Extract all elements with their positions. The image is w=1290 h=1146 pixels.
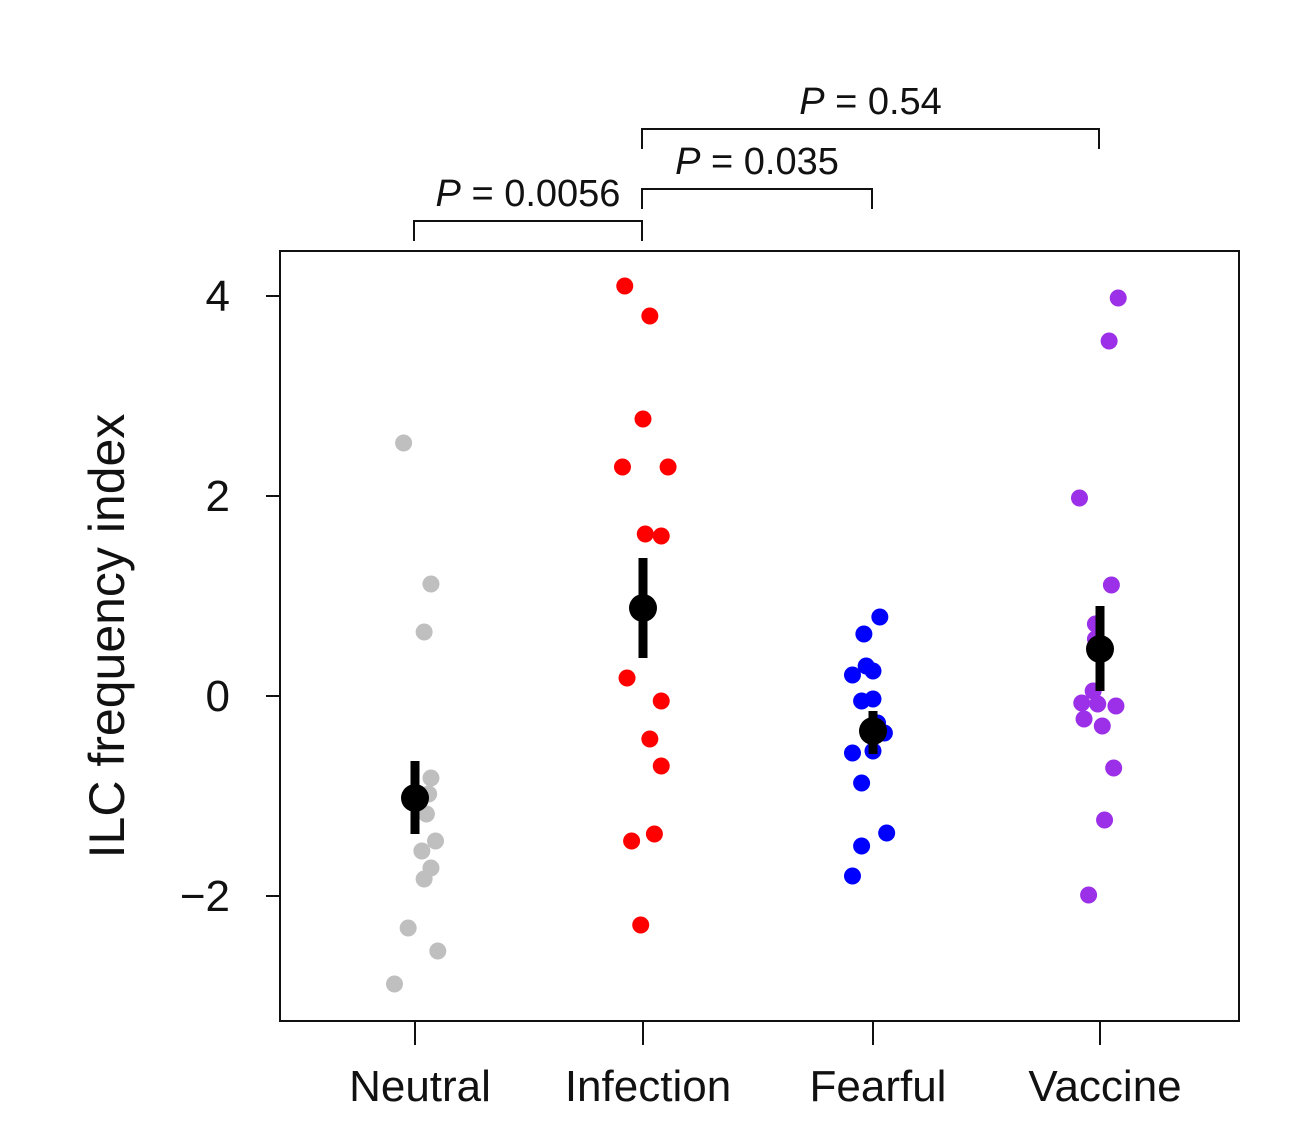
- data-point-fearful: [843, 744, 861, 762]
- data-point-infection: [623, 832, 641, 850]
- y-axis: −2 0 2 4: [180, 272, 280, 921]
- data-point-vaccine: [1096, 811, 1114, 829]
- p-value-label: P = 0.035: [675, 141, 839, 183]
- p-value: = 0.54: [825, 81, 942, 123]
- mean-marker-neutral: [401, 784, 429, 812]
- data-point-infection: [634, 410, 652, 428]
- x-tick-label-neutral: Neutral: [349, 1062, 491, 1111]
- p-symbol: P: [436, 173, 462, 215]
- data-point-infection: [652, 757, 670, 775]
- data-point-neutral: [395, 434, 413, 452]
- data-points: [385, 277, 1127, 993]
- data-point-infection: [618, 669, 636, 687]
- data-point-neutral: [415, 870, 433, 888]
- data-point-vaccine: [1107, 697, 1125, 715]
- p-symbol: P: [675, 141, 701, 183]
- data-point-neutral: [413, 842, 431, 860]
- x-tick-label-fearful: Fearful: [810, 1062, 947, 1111]
- data-point-vaccine: [1080, 886, 1098, 904]
- data-point-fearful: [843, 867, 861, 885]
- mean-marker-fearful: [859, 717, 887, 745]
- data-point-fearful: [853, 837, 871, 855]
- x-tick-label-infection: Infection: [565, 1062, 731, 1111]
- data-point-fearful: [853, 692, 871, 710]
- data-point-infection: [659, 458, 677, 476]
- data-point-fearful: [864, 662, 882, 680]
- data-point-vaccine: [1070, 489, 1088, 507]
- data-point-infection: [641, 307, 659, 325]
- mean-marker-infection: [629, 594, 657, 622]
- p-value: = 0.035: [700, 141, 838, 183]
- data-point-infection: [652, 527, 670, 545]
- y-axis-title: ILC frequency index: [79, 414, 135, 859]
- data-point-neutral: [422, 575, 440, 593]
- p-symbol: P: [799, 81, 825, 123]
- p-value-label: P = 0.0056: [436, 173, 621, 215]
- y-tick-label: −2: [180, 872, 230, 921]
- x-tick-label-vaccine: Vaccine: [1028, 1062, 1181, 1111]
- data-point-vaccine: [1075, 710, 1093, 728]
- data-point-vaccine: [1105, 759, 1123, 777]
- data-point-infection: [645, 825, 663, 843]
- data-point-infection: [652, 692, 670, 710]
- data-point-fearful: [878, 824, 896, 842]
- data-point-fearful: [843, 666, 861, 684]
- data-point-infection: [632, 916, 650, 934]
- mean-marker-vaccine: [1086, 635, 1114, 663]
- data-point-vaccine: [1089, 695, 1107, 713]
- plot-frame: [279, 250, 1240, 1022]
- y-tick-label: 2: [206, 472, 230, 521]
- data-point-vaccine: [1073, 694, 1091, 712]
- y-tick-label: 0: [206, 672, 230, 721]
- data-point-neutral: [427, 832, 445, 850]
- data-point-fearful: [871, 608, 889, 626]
- p-value-label: P = 0.54: [799, 81, 942, 123]
- data-point-neutral: [385, 975, 403, 993]
- data-point-infection: [613, 458, 631, 476]
- data-point-vaccine: [1100, 332, 1118, 350]
- data-point-fearful: [853, 774, 871, 792]
- data-point-neutral: [429, 942, 447, 960]
- p-value: = 0.0056: [461, 173, 621, 215]
- x-axis: Neutral Infection Fearful Vaccine: [349, 1021, 1182, 1111]
- data-point-vaccine: [1093, 717, 1111, 735]
- data-point-neutral: [422, 769, 440, 787]
- data-point-vaccine: [1109, 289, 1127, 307]
- data-point-vaccine: [1102, 576, 1120, 594]
- data-point-infection: [636, 525, 654, 543]
- data-point-neutral: [399, 919, 417, 937]
- data-point-fearful: [855, 625, 873, 643]
- data-point-infection: [616, 277, 634, 295]
- significance-bracket: [413, 220, 643, 241]
- data-point-infection: [641, 730, 659, 748]
- y-tick-label: 4: [206, 272, 230, 321]
- data-point-neutral: [415, 623, 433, 641]
- significance-bracket: [641, 128, 1100, 149]
- summary-markers: [401, 558, 1114, 834]
- significance-bracket: [641, 188, 873, 209]
